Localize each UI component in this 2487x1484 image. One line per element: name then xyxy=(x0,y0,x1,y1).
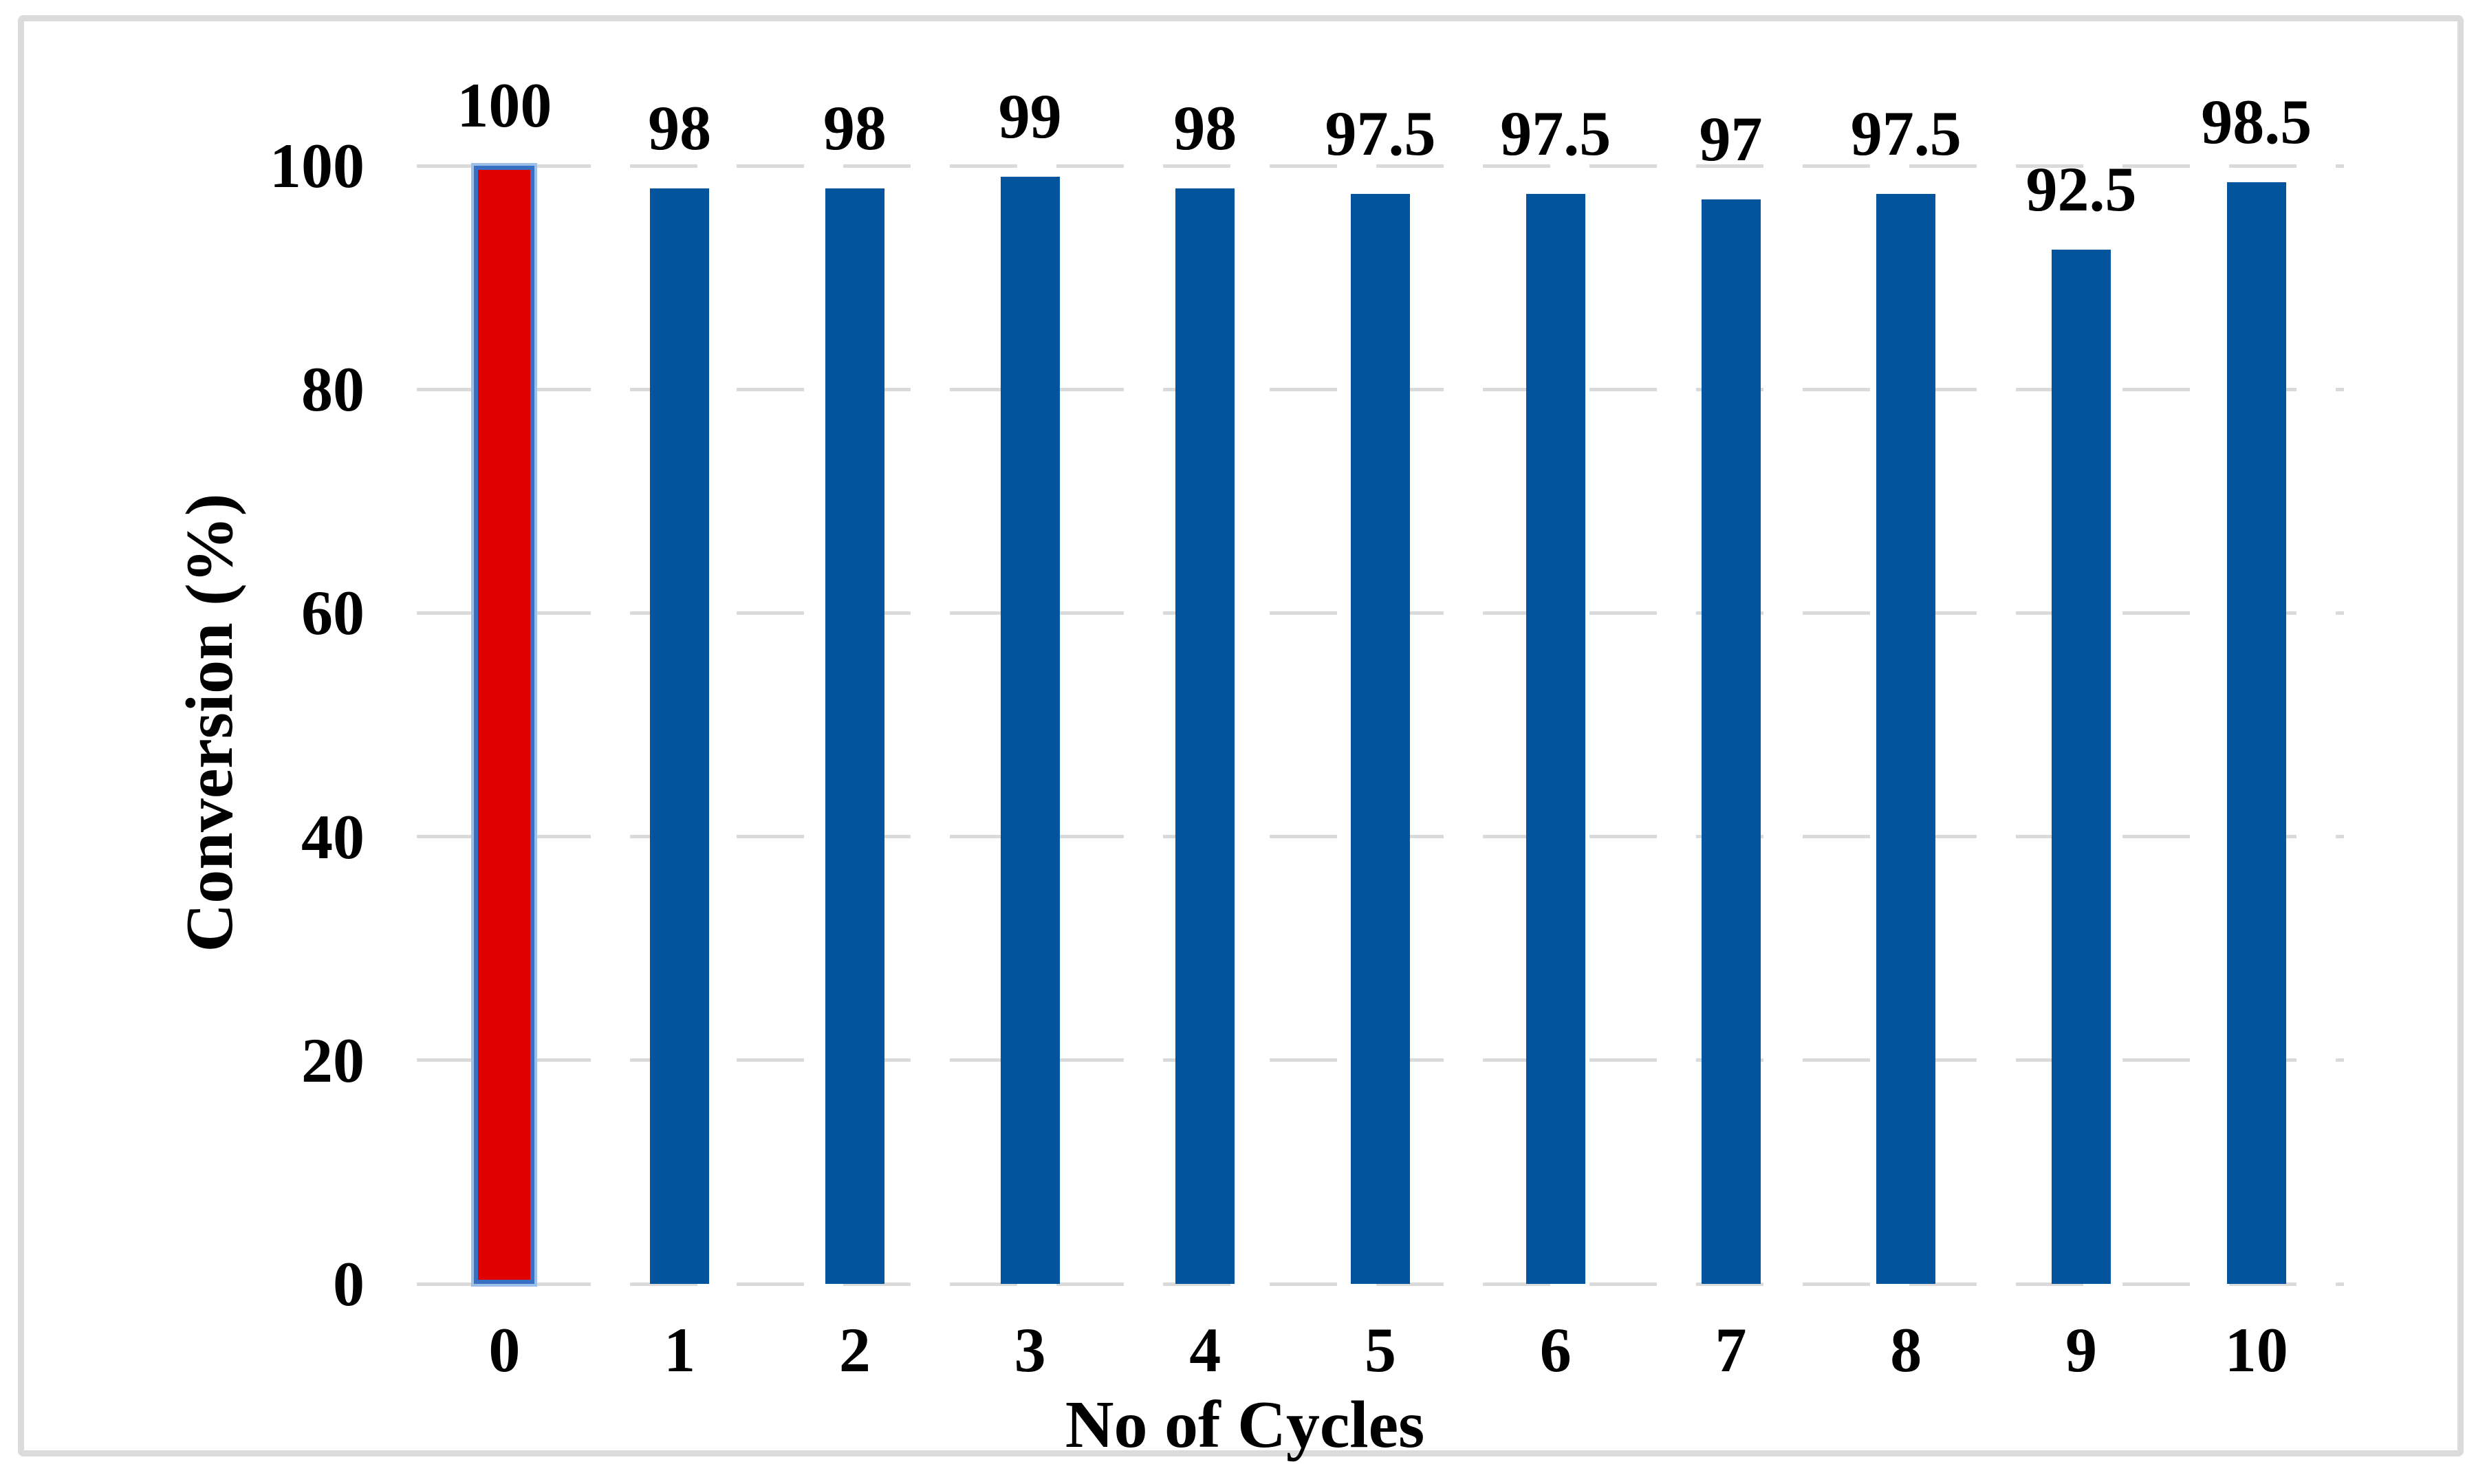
x-tick-label-1: 1 xyxy=(664,1315,696,1385)
x-tick-label-7: 7 xyxy=(1715,1315,1747,1385)
bar-cycle-3 xyxy=(1000,177,1060,1284)
bar-value-label-3: 99 xyxy=(998,81,1062,152)
bar-cycle-1 xyxy=(650,188,710,1284)
y-axis-title: Conversion (%) xyxy=(173,493,247,952)
bar-slot-3: 99 xyxy=(942,85,1118,1284)
bar-cycle-6 xyxy=(1525,193,1585,1284)
bar-cycle-5 xyxy=(1351,193,1411,1284)
bar-value-label-1: 98 xyxy=(648,92,712,163)
bar-cycle-2 xyxy=(825,188,884,1284)
bar-slot-7: 97 xyxy=(1643,107,1818,1284)
bar-value-label-6: 97.5 xyxy=(1500,98,1611,168)
y-tick-label-40: 40 xyxy=(301,801,365,872)
bar-slot-0: 100 xyxy=(417,74,592,1284)
bar-value-label-9: 92.5 xyxy=(2026,153,2137,224)
y-tick-label-20: 20 xyxy=(301,1025,365,1095)
bar-slot-1: 98 xyxy=(592,96,768,1284)
gridline-y-0 xyxy=(417,1282,2344,1286)
x-tick-label-3: 3 xyxy=(1014,1315,1046,1385)
bar-cycle-8 xyxy=(1876,193,1936,1284)
y-tick-label-100: 100 xyxy=(270,131,365,201)
bar-cycle-0 xyxy=(474,166,535,1284)
y-tick-label-80: 80 xyxy=(301,354,365,425)
x-axis-ticks: 0 1 2 3 4 5 6 7 8 9 10 xyxy=(417,1318,2344,1382)
x-tick-label-2: 2 xyxy=(838,1315,871,1385)
x-tick-label-5: 5 xyxy=(1365,1315,1397,1385)
x-tick-label-10: 10 xyxy=(2224,1315,2288,1385)
bar-cycle-7 xyxy=(1701,199,1761,1284)
bar-cycle-4 xyxy=(1175,188,1235,1284)
bar-value-label-8: 97.5 xyxy=(1850,98,1962,168)
bar-slot-6: 97.5 xyxy=(1468,102,1643,1284)
bar-cycle-9 xyxy=(2051,249,2111,1284)
bar-cycle-10 xyxy=(2226,182,2286,1284)
x-axis-title: No of Cycles xyxy=(1065,1388,1425,1462)
bar-slot-9: 92.5 xyxy=(1994,157,2169,1284)
bar-slot-2: 98 xyxy=(767,96,942,1284)
x-tick-label-6: 6 xyxy=(1539,1315,1572,1385)
x-tick-label-8: 8 xyxy=(1890,1315,1922,1385)
x-tick-label-4: 4 xyxy=(1189,1315,1221,1385)
bar-slot-4: 98 xyxy=(1118,96,1293,1284)
gridline-y-100 xyxy=(417,164,2344,168)
bars-layer: 100 98 98 99 98 97.5 97.5 97 97.5 92.5 98.5 xyxy=(417,74,2344,1284)
plot-area: 100 98 98 99 98 97.5 97.5 97 97.5 92.5 98.5 xyxy=(417,74,2344,1286)
bar-value-label-10: 98.5 xyxy=(2201,87,2312,157)
bar-value-label-7: 97 xyxy=(1699,103,1763,174)
y-tick-label-0: 0 xyxy=(333,1249,365,1319)
chart-frame: 100 98 98 99 98 97.5 97.5 97 97.5 92.5 98.5 0 20 40 6… xyxy=(18,15,2464,1462)
bar-slot-5: 97.5 xyxy=(1293,102,1468,1284)
bar-value-label-5: 97.5 xyxy=(1325,98,1436,168)
bar-value-label-4: 98 xyxy=(1173,92,1237,163)
bar-slot-10: 98.5 xyxy=(2169,90,2344,1284)
x-tick-label-0: 0 xyxy=(488,1315,521,1385)
bar-value-label-2: 98 xyxy=(823,92,887,163)
bar-slot-8: 97.5 xyxy=(1818,102,1994,1284)
bar-value-label-0: 100 xyxy=(457,70,552,140)
y-tick-label-60: 60 xyxy=(301,578,365,648)
x-tick-label-9: 9 xyxy=(2065,1315,2097,1385)
